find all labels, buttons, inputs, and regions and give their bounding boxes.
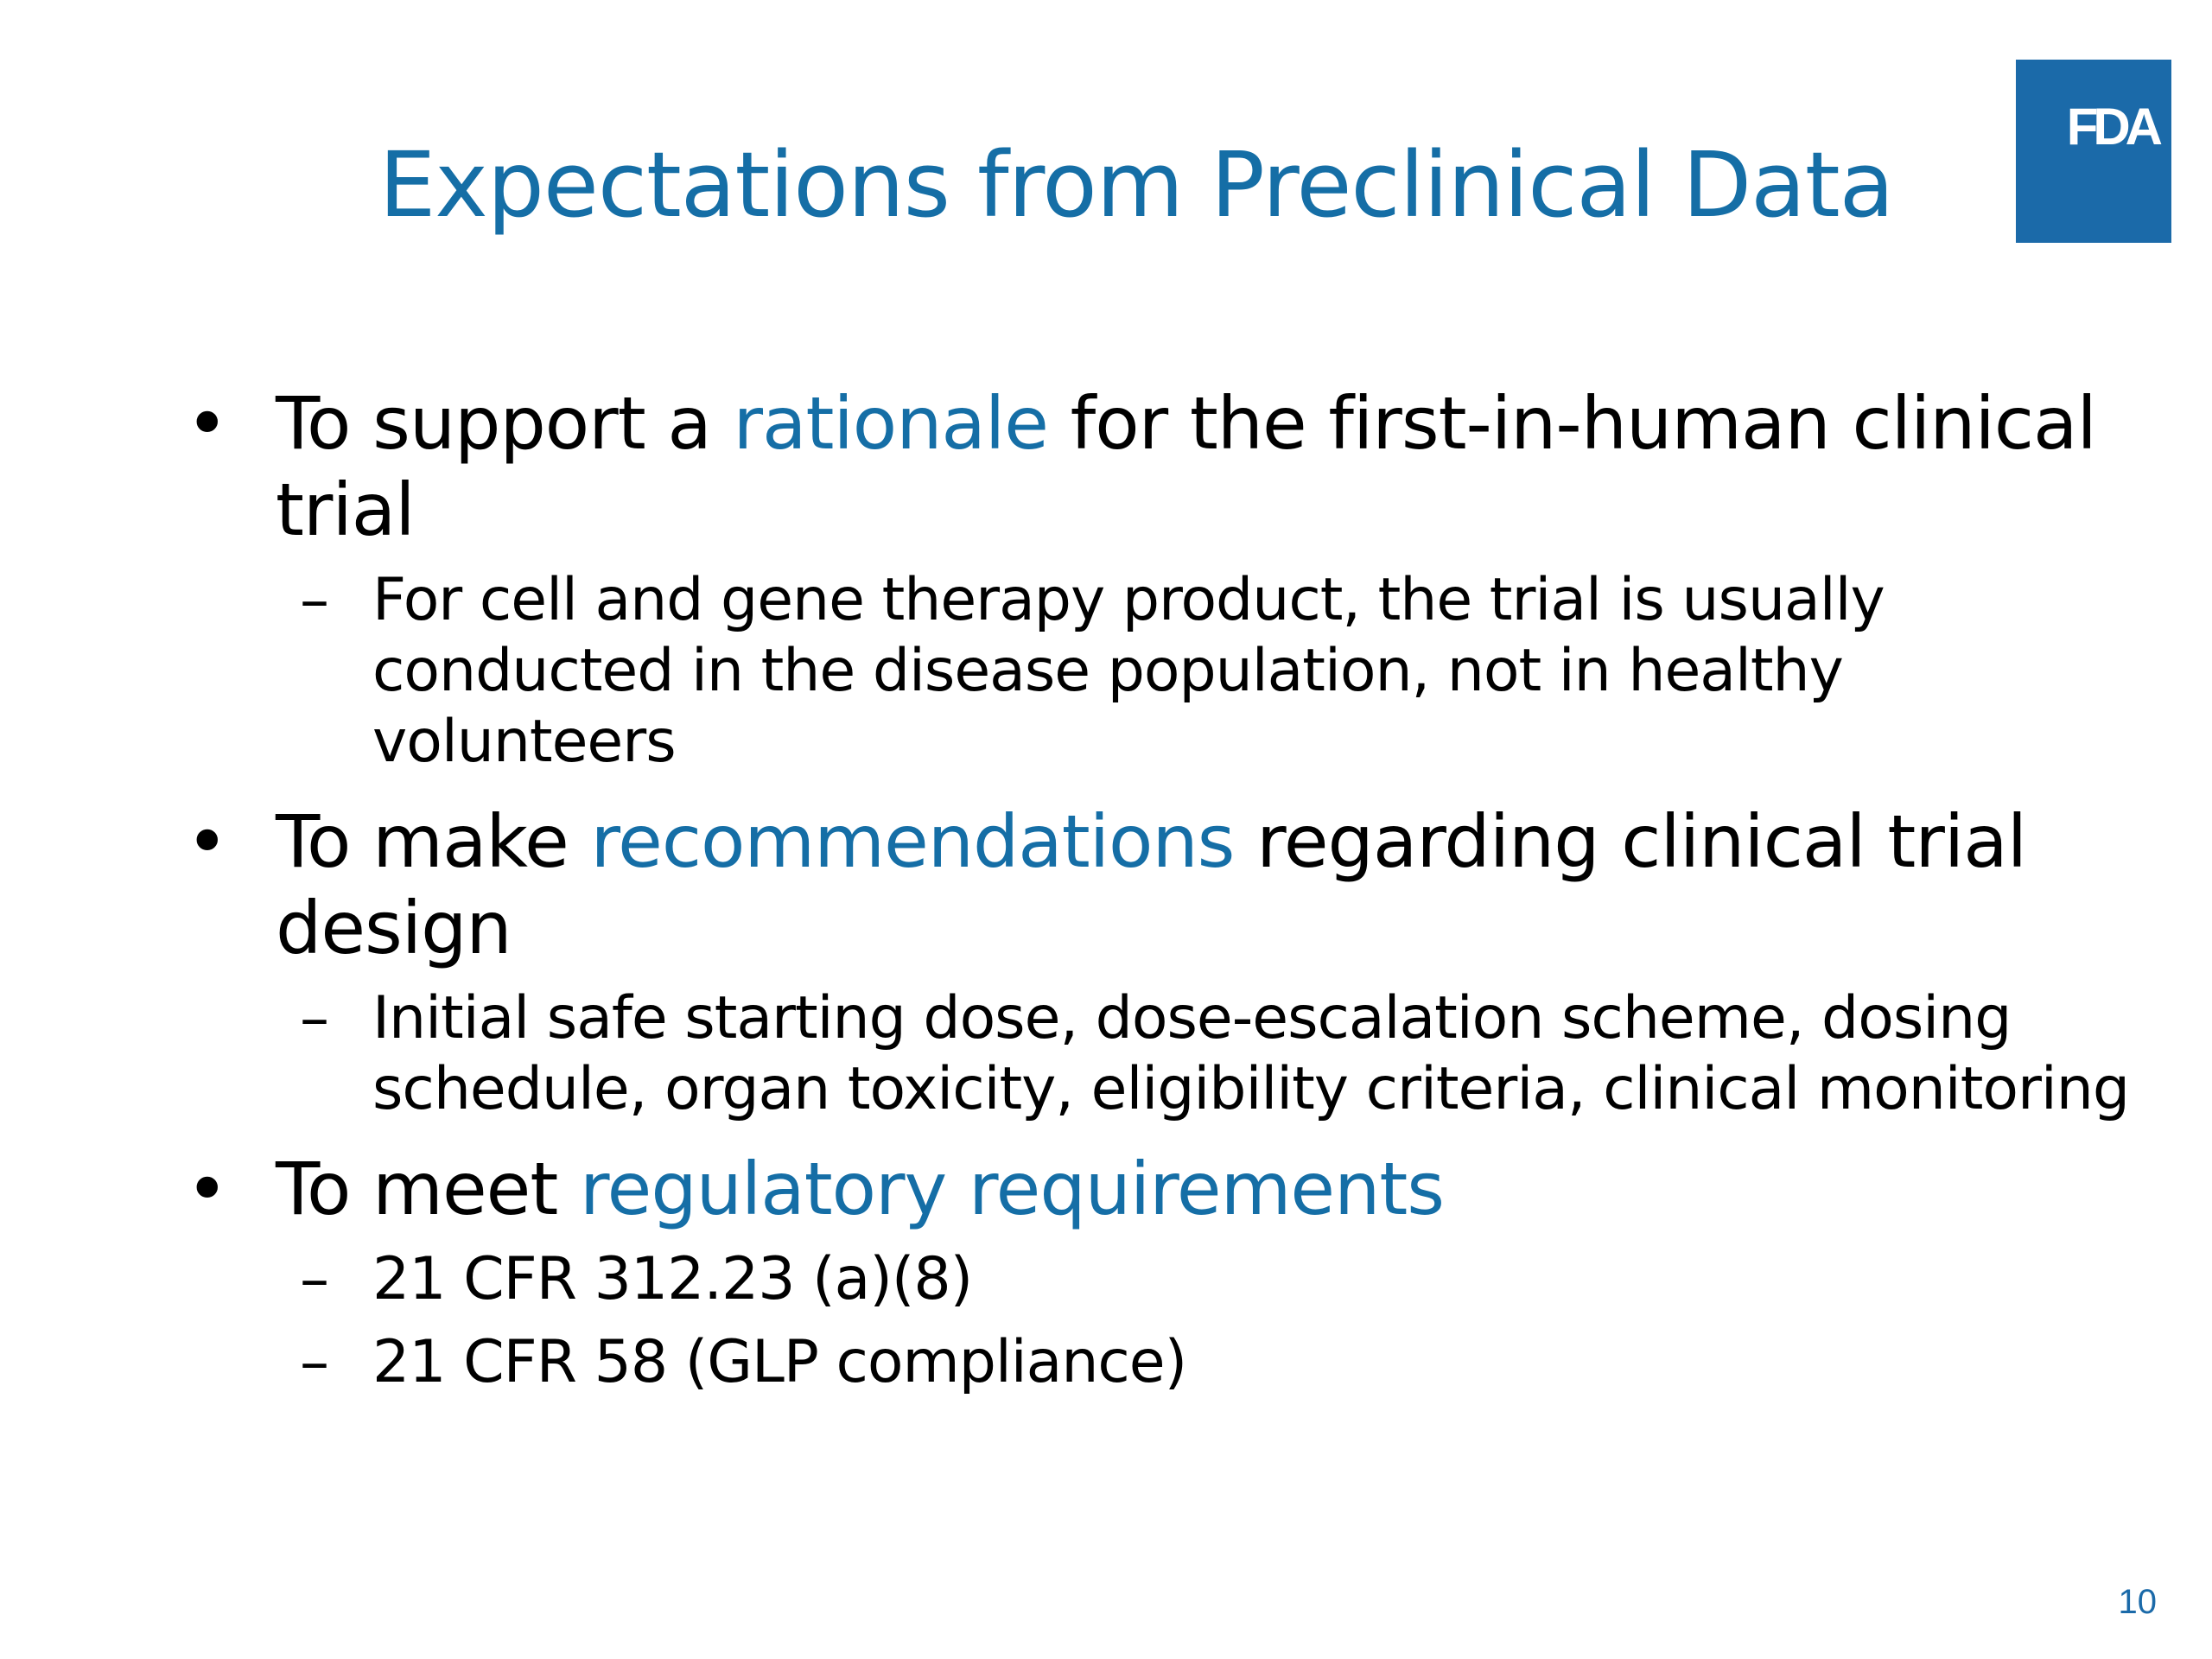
bullet-text: To meet [276,1147,580,1231]
sub-bullet-item: – 21 CFR 312.23 (a)(8) [186,1244,2130,1315]
bullet-text: To make [276,799,591,884]
fda-logo-text: FDA [2066,98,2163,156]
dash-marker: – [300,566,329,634]
sub-bullet-item: – Initial safe starting dose, dose-escal… [186,983,2130,1125]
bullet-text: for the first-in-human clinical trial [276,381,2097,552]
bullet-highlight: recommendations [590,799,1235,884]
bullet-text: regarding clinical trial design [276,799,2027,970]
dash-marker: – [300,1328,329,1396]
bullet-item: • To support a rationale for the first-i… [186,380,2130,553]
bullet-marker: • [186,1147,229,1231]
sub-bullet-text: For cell and gene therapy product, the t… [372,566,1885,776]
bullet-text: To support a [276,381,734,466]
bullet-list: • To support a rationale for the first-i… [186,380,2130,1398]
bullet-item: • To meet regulatory requirements [186,1146,2130,1232]
bullet-marker: • [186,799,229,884]
bullet-highlight: regulatory requirements [579,1147,1445,1231]
dash-marker: – [300,984,329,1052]
bullet-highlight: rationale [733,381,1049,466]
dash-marker: – [300,1245,329,1313]
sub-bullet-text: 21 CFR 312.23 (a)(8) [372,1245,973,1313]
sub-bullet-text: 21 CFR 58 (GLP compliance) [372,1328,1187,1396]
fda-logo: FDA [2016,60,2171,243]
sub-bullet-text: Initial safe starting dose, dose-escalat… [372,984,2130,1123]
sub-bullet-item: – For cell and gene therapy product, the… [186,565,2130,778]
sub-bullet-item: – 21 CFR 58 (GLP compliance) [186,1327,2130,1398]
bullet-item: • To make recommendations regarding clin… [186,798,2130,971]
page-number: 10 [2118,1583,2158,1621]
slide-title: Expectations from Preclinical Data [378,132,1895,238]
bullet-marker: • [186,381,229,466]
